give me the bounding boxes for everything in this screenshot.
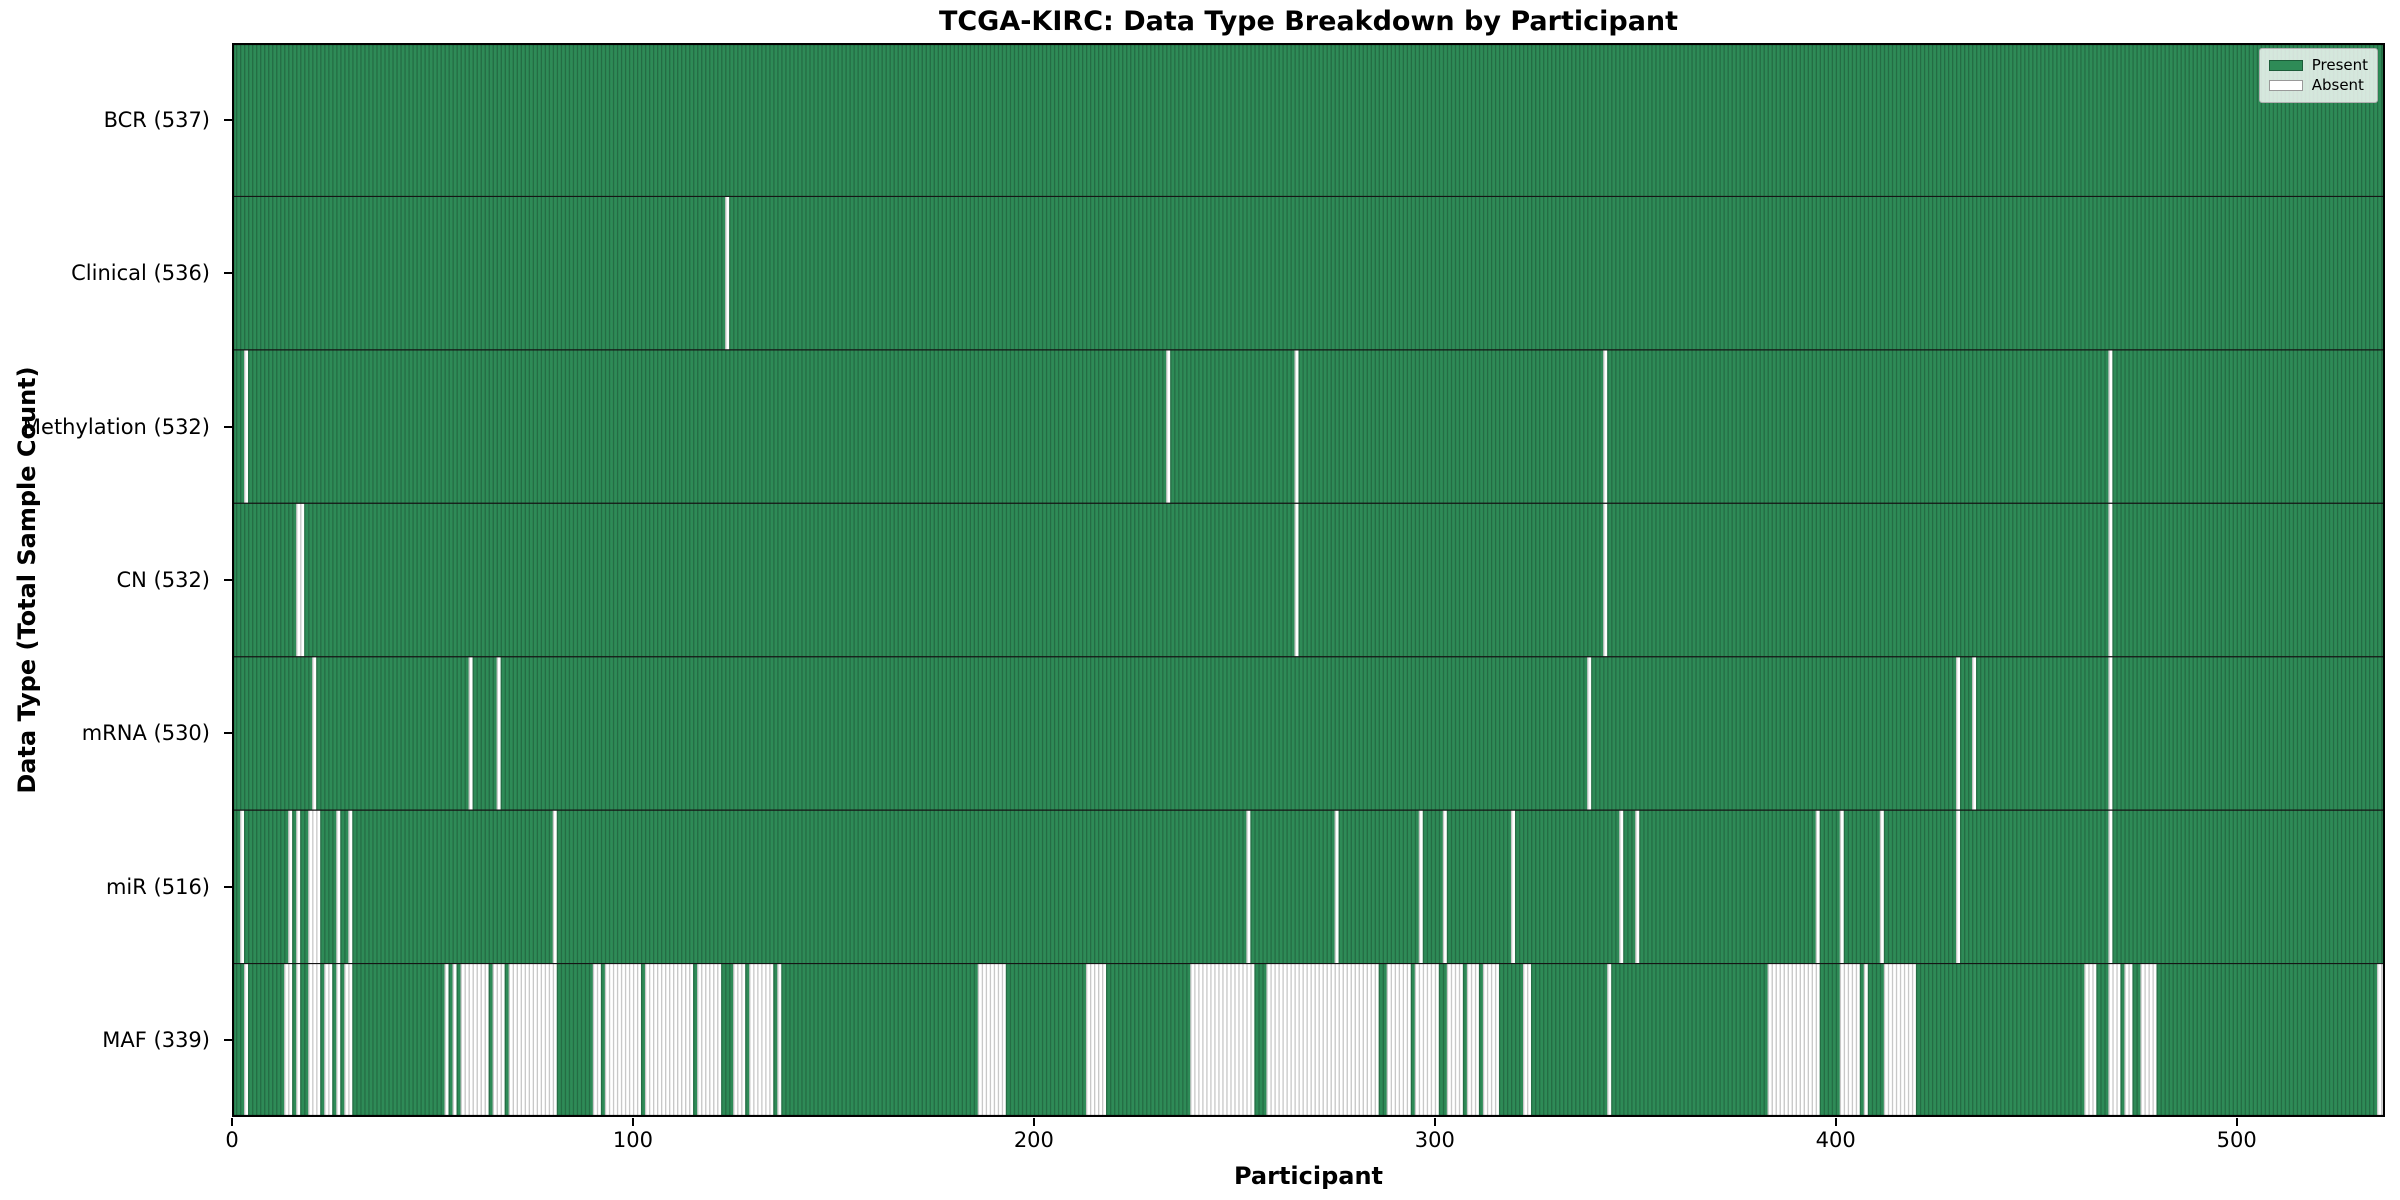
y-tick-label-maf: MAF (339) [102,1028,210,1053]
legend-label-present: Present [2311,56,2368,74]
x-tick-label-100: 100 [612,1128,653,1152]
y-tick-mark [224,425,232,428]
y-tick-label-bcr: BCR (537) [103,107,210,132]
legend: Present Absent [2258,48,2378,103]
x-tick-mark [1834,1118,1837,1126]
chart-title: TCGA-KIRC: Data Type Breakdown by Partic… [938,6,1679,37]
x-tick-label-500: 500 [2216,1128,2257,1152]
y-tick-label-mrna: mRNA (530) [81,721,210,746]
y-tick-label-cn: CN (532) [116,568,210,592]
x-tick-mark [1032,1118,1035,1126]
chart-canvas [232,43,2385,1117]
y-tick-mark [224,118,232,121]
x-tick-mark [631,1118,634,1126]
legend-item-absent: Absent [2268,76,2368,94]
y-tick-label-methylation: Methylation (532) [22,414,210,439]
x-tick-label-300: 300 [1414,1128,1455,1152]
absent-swatch [2268,80,2303,91]
y-tick-mark [224,1039,232,1042]
x-tick-mark [2235,1118,2238,1126]
x-tick-label-200: 200 [1013,1128,1054,1152]
x-tick-mark [1433,1118,1436,1126]
plot-area: Present Absent [232,43,2385,1117]
legend-label-absent: Absent [2311,76,2364,94]
y-tick-mark [224,579,232,581]
x-tick-label-0: 0 [225,1128,239,1152]
x-tick-mark [231,1118,233,1126]
x-tick-label-400: 400 [1815,1128,1856,1152]
y-tick-label-clinical: Clinical (536) [71,261,210,286]
x-axis-title: Participant [1233,1162,1384,1190]
y-tick-mark [224,885,232,888]
y-tick-mark [224,732,232,735]
legend-item-present: Present [2268,56,2368,74]
present-swatch [2268,60,2303,71]
y-tick-mark [224,272,232,275]
y-axis-tick-labels: BCR (537) Clinical (536) Methylation (532)… [0,43,232,1117]
y-tick-label-mir: miR (516) [105,874,210,899]
